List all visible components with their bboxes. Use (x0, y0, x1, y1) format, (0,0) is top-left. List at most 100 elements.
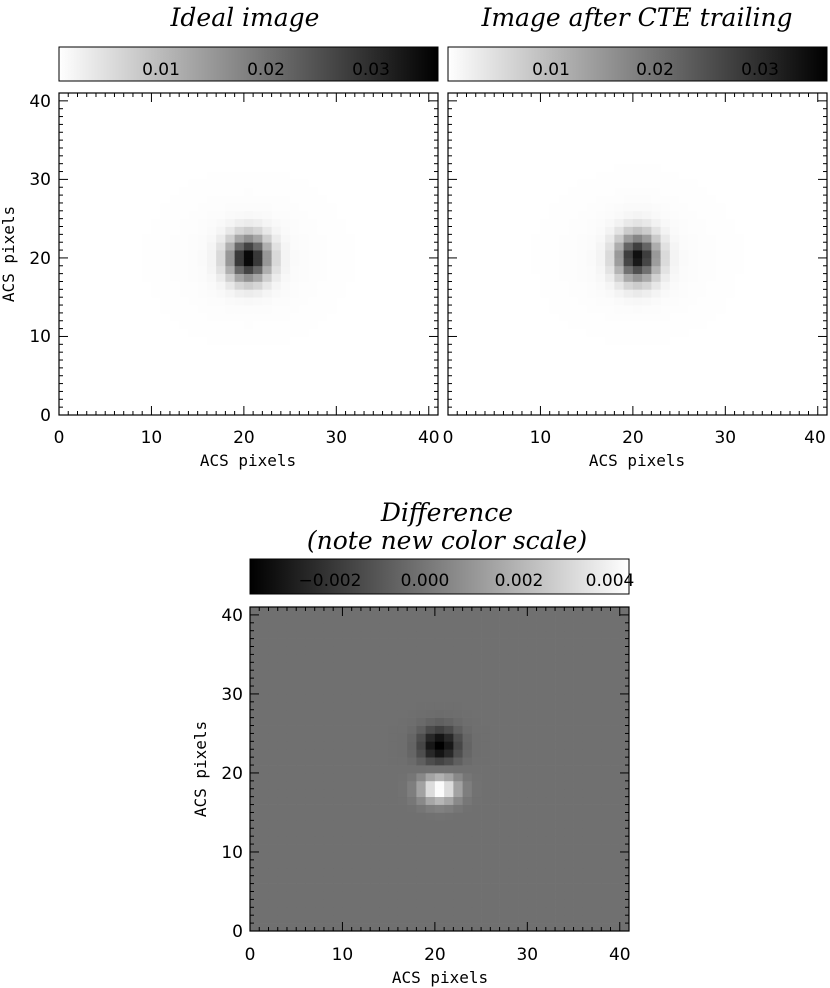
heatmap-cell (360, 836, 371, 845)
heatmap-cell (697, 147, 708, 157)
heatmap-cell (660, 210, 671, 219)
heatmap-cell (734, 375, 745, 384)
heatmap-cell (333, 883, 343, 892)
heatmap-cell (345, 281, 356, 290)
heatmap-cell (573, 923, 584, 932)
heatmap-cell (382, 312, 393, 322)
heatmap-cell (716, 140, 726, 149)
heatmap-cell (790, 250, 800, 259)
heatmap-cell (632, 297, 643, 306)
heatmap-cell (642, 383, 652, 392)
heatmap-cell (410, 312, 420, 322)
heatmap-cell (494, 195, 504, 204)
heatmap-cell (114, 391, 125, 400)
heatmap-cell (660, 391, 671, 400)
heatmap-cell (808, 352, 819, 361)
heatmap-cell (679, 312, 689, 322)
heatmap-cell (508, 875, 519, 884)
heatmap-cell (151, 108, 162, 117)
heatmap-cell (360, 701, 371, 711)
heatmap-cell (425, 875, 436, 884)
heatmap-cell (290, 289, 300, 298)
heatmap-cell (444, 891, 454, 900)
heatmap-cell (568, 242, 578, 251)
heatmap-cell (277, 804, 288, 813)
heatmap-cell (354, 320, 365, 329)
heatmap-cell (169, 171, 180, 180)
heatmap-cell (623, 147, 634, 157)
heatmap-cell (259, 867, 269, 877)
heatmap-cell (518, 875, 528, 884)
heatmap-cell (555, 907, 565, 916)
heatmap-cell (549, 242, 560, 251)
heatmap-cell (568, 132, 578, 141)
heatmap-cell (586, 312, 597, 322)
heatmap-cell (817, 171, 828, 180)
heatmap-cell (360, 883, 371, 892)
heatmap-cell (466, 147, 477, 157)
heatmap-cell (448, 93, 458, 102)
heatmap-cell (308, 116, 319, 125)
heatmap-cell (280, 93, 291, 102)
heatmap-cell (592, 725, 602, 734)
heatmap-cell (568, 305, 578, 314)
heatmap-cell (586, 116, 597, 125)
heatmap-cell (206, 179, 217, 188)
heatmap-cell (225, 202, 235, 212)
heatmap-cell (351, 725, 362, 734)
heatmap-cell (568, 155, 578, 165)
heatmap-cell (490, 749, 500, 758)
heatmap-cell (614, 367, 624, 377)
heatmap-cell (95, 179, 106, 188)
heatmap-cell (799, 399, 809, 408)
heatmap-cell (490, 796, 500, 805)
heatmap-cell (669, 336, 680, 345)
heatmap-cell (536, 701, 547, 711)
heatmap-cell (68, 187, 78, 196)
heatmap-cell (494, 344, 504, 353)
heatmap-cell (484, 352, 495, 361)
heatmap-cell (317, 195, 328, 204)
heatmap-cell (360, 899, 371, 908)
panel-after-cte-trailing: Image after CTE trailing 0.01 0.02 0.03 … (443, 3, 828, 470)
heatmap-cell (475, 328, 486, 337)
heatmap-cell (808, 265, 819, 274)
heatmap-cell (679, 391, 689, 400)
heatmap-cell (490, 899, 500, 908)
heatmap-cell (448, 399, 458, 408)
heatmap-cell (762, 124, 772, 133)
heatmap-cell (734, 218, 745, 227)
heatmap-cell (780, 100, 791, 110)
heatmap-cell (379, 836, 389, 845)
heatmap-cell (540, 360, 551, 369)
heatmap-cell (105, 234, 115, 243)
heatmap-cell (280, 195, 291, 204)
heatmap-cell (382, 171, 393, 180)
heatmap-cell (540, 93, 551, 102)
heatmap-cell (601, 820, 611, 829)
heatmap-cell (382, 179, 393, 188)
heatmap-cell (527, 717, 537, 726)
heatmap-cell (466, 100, 477, 110)
heatmap-cell (669, 257, 680, 267)
heatmap-cell (160, 257, 171, 267)
heatmap-cell (243, 265, 254, 274)
heatmap-cell (448, 226, 458, 235)
heatmap-cell (59, 124, 69, 133)
heatmap-cell (123, 328, 134, 337)
heatmap-cell (253, 234, 263, 243)
heatmap-cell (605, 305, 615, 314)
heatmap-cell (388, 883, 399, 892)
heatmap-cell (391, 116, 402, 125)
heatmap-cell (771, 195, 782, 204)
heatmap-cell (503, 344, 514, 353)
heatmap-cell (568, 297, 578, 306)
heatmap-cell (262, 155, 272, 165)
heatmap-cell (817, 320, 828, 329)
heatmap-cell (379, 693, 389, 703)
heatmap-cell (360, 820, 371, 829)
heatmap-cell (536, 891, 547, 900)
heatmap-cell (651, 328, 661, 337)
heatmap-cell (280, 352, 291, 361)
heatmap-cell (336, 391, 346, 400)
